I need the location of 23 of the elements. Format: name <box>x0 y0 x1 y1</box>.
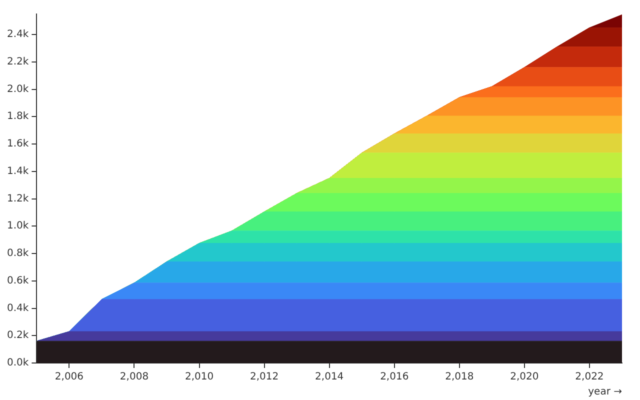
x-tick-label: 2,020 <box>510 372 539 383</box>
y-tick-label: 1.0k <box>6 220 29 232</box>
y-tick-label: 1.4k <box>6 166 29 177</box>
y-tick-label: 0.2k <box>6 330 29 342</box>
y-tick-label: 1.2k <box>6 193 29 204</box>
x-tick-label: 2,006 <box>54 372 84 383</box>
y-tick-label: 2.0k <box>6 84 29 95</box>
y-tick-label: 1.8k <box>6 111 29 122</box>
y-tick-label: 1.6k <box>6 138 29 150</box>
x-tick-label: 2,010 <box>184 372 214 383</box>
x-tick-label: 2,016 <box>380 372 409 383</box>
y-tick-label: 2.4k <box>6 29 29 40</box>
x-tick-label: 2,014 <box>315 372 344 383</box>
x-tick-label: 2,022 <box>575 372 604 383</box>
y-tick-label: 0.0k <box>6 358 29 369</box>
y-tick-label: 0.4k <box>6 302 29 314</box>
y-tick-label: 2.2k <box>6 56 29 68</box>
y-tick-label: 0.6k <box>6 275 29 286</box>
x-tick-label: 2,012 <box>250 372 279 383</box>
y-tick-label: 0.8k <box>6 248 29 260</box>
x-tick-label: 2,018 <box>445 372 474 383</box>
x-axis-title: year → <box>588 386 622 398</box>
x-tick-label: 2,008 <box>120 372 149 383</box>
